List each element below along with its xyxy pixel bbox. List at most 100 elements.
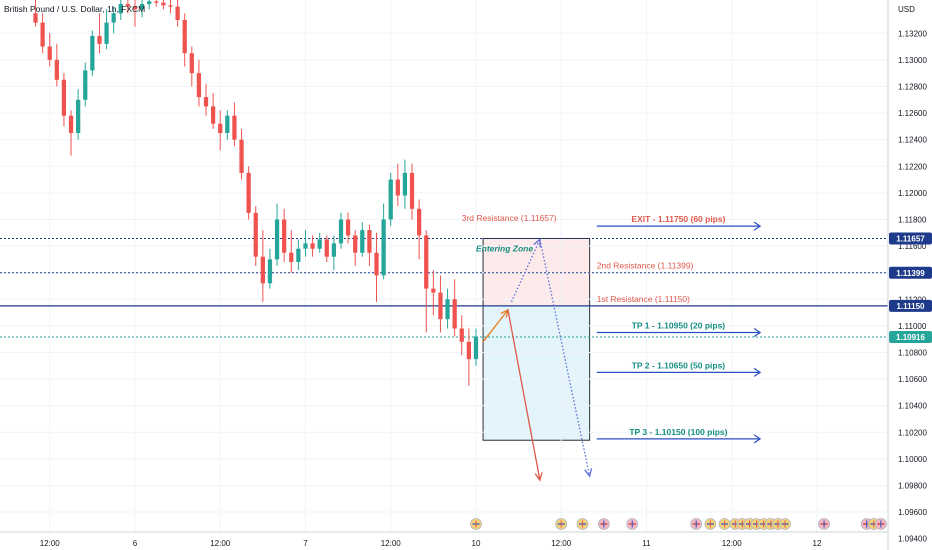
target-arrowhead [753,367,762,377]
candle-body [260,256,265,284]
candle-body [161,2,166,6]
candle-body [473,336,479,360]
candle-body [196,73,202,98]
candle-body [182,19,187,54]
candle-down [424,230,429,333]
candle-down [282,208,287,263]
candle-up [139,0,145,18]
candle-body [210,106,216,124]
candle-down [452,279,457,337]
candles-layer [33,0,479,386]
candle-body [225,115,230,133]
candle-body [83,70,88,100]
target-arrow: TP 1 - 1.10950 (20 pips) [596,321,762,337]
candle-down [40,13,45,54]
x-tick-label: 12:00 [381,539,402,548]
candle-up [76,89,81,140]
candle-body [324,239,329,257]
candle-body [40,22,45,47]
candle-body [54,59,59,80]
price-label: 1.11399 [889,266,932,279]
candle-body [424,235,429,289]
targets-layer: EXIT - 1.11750 (60 pips) TP 1 - 1.10950 (… [596,214,762,444]
y-tick-label: 1.10200 [898,428,927,437]
y-tick-label: 1.12200 [898,162,927,171]
candle-up [331,235,337,270]
price-label-box [889,331,932,344]
zone-box [483,305,590,441]
candle-down [132,0,138,27]
candle-body [381,219,386,276]
target-label: TP 3 - 1.10150 (100 pips) [629,427,727,437]
x-axis: 12:00 6 12:00 7 12:00 10 12:00 11 12:00 12 [0,531,888,548]
price-label-box [889,232,932,245]
candle-up [445,288,450,329]
candle-body [253,212,258,257]
candle-up [473,328,479,366]
event-uk-icon [874,518,887,530]
price-label: 1.11150 [889,299,932,312]
candle-down [168,0,173,14]
candle-down [97,13,102,54]
candle-body [289,252,294,263]
candle-body [239,139,244,173]
candle-down [61,73,67,127]
candle-body [345,219,351,236]
event-us-icon [718,518,731,530]
event-us-icon [470,518,482,530]
candle-body [452,299,457,329]
event-us-icon [576,518,589,530]
candle-body [331,243,337,257]
candle-body [132,6,138,10]
y-axis[interactable]: 1.13200 1.13000 1.12800 1.12600 1.12400 1.122… [887,0,927,550]
candle-up [147,0,152,10]
candle-down [161,0,166,10]
candle-down [367,224,372,266]
candle-down [125,0,131,14]
candle-body [147,1,152,4]
candle-body [388,179,393,220]
price-lines-layer [0,237,888,338]
y-tick-label: 1.10400 [898,402,927,411]
candle-down [395,163,400,207]
y-tick-label: 1.11200 [898,295,927,304]
event-uk-icon [818,518,830,530]
target-arrowhead [753,328,762,337]
currency-label: USD [898,5,915,14]
candle-body [139,3,145,10]
y-tick-label: 1.09600 [898,508,927,517]
annotations-layer: 3rd Resistance (1.11657) Entering Zone 2nd… [462,213,694,304]
y-tick-label: 1.11600 [898,242,927,251]
candle-down [324,235,329,263]
target-arrow: EXIT - 1.11750 (60 pips) [596,214,762,231]
target-arrowhead [753,434,762,444]
candle-down [33,0,38,27]
candle-body [175,6,180,20]
candle-body [360,230,365,253]
price-label-box [889,299,932,312]
arrow-line [507,309,541,481]
candle-body [445,299,450,320]
y-tick-label: 1.10600 [898,375,927,384]
candle-down [189,46,194,87]
candle-body [374,252,379,276]
target-label: TP 1 - 1.10950 (20 pips) [632,321,726,331]
candle-body [118,3,123,14]
x-tick-label: 7 [303,539,308,548]
x-tick-label: 12 [813,539,822,548]
y-tick-label: 1.10000 [898,455,927,464]
candle-down [431,269,436,316]
price-label-text: 1.11399 [896,269,925,278]
candle-body [367,230,372,253]
candle-down [345,212,351,244]
candle-body [97,35,102,44]
annotation-label: 2nd Resistance (1.11399) [597,261,694,271]
candle-up [90,30,95,76]
candle-up [381,203,386,280]
candle-down [54,43,59,87]
event-us-icon [779,518,791,530]
y-tick-label: 1.09800 [898,481,927,490]
candle-body [353,235,358,253]
candle-body [431,288,436,293]
